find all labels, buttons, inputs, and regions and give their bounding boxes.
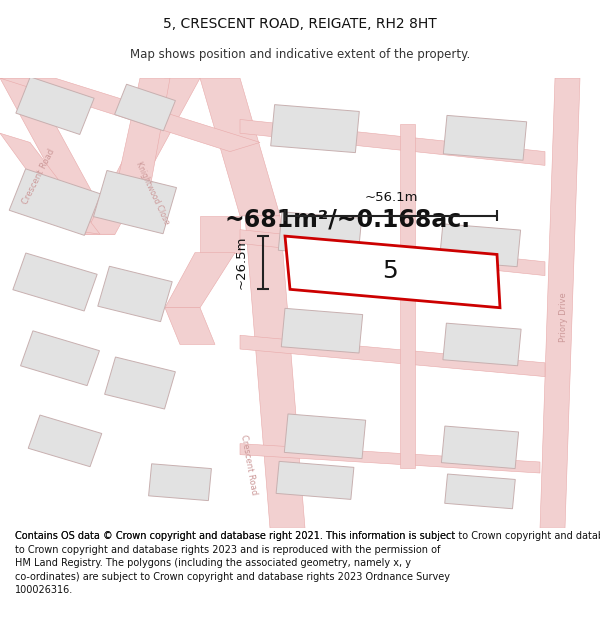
Polygon shape	[443, 116, 527, 160]
Polygon shape	[271, 104, 359, 152]
Polygon shape	[16, 77, 94, 134]
Polygon shape	[200, 78, 280, 216]
Text: ~681m²/~0.168ac.: ~681m²/~0.168ac.	[225, 208, 471, 232]
Polygon shape	[240, 229, 545, 276]
Polygon shape	[240, 444, 540, 473]
Text: Contains OS data © Crown copyright and database right 2021. This information is : Contains OS data © Crown copyright and d…	[15, 531, 600, 541]
Polygon shape	[165, 253, 235, 308]
Polygon shape	[0, 78, 260, 152]
Polygon shape	[0, 133, 100, 234]
Text: Knightwood Close: Knightwood Close	[134, 160, 172, 226]
Polygon shape	[0, 78, 115, 234]
Polygon shape	[200, 216, 240, 252]
Polygon shape	[276, 461, 354, 499]
Polygon shape	[165, 308, 215, 344]
Polygon shape	[94, 171, 176, 234]
Polygon shape	[149, 464, 211, 501]
Polygon shape	[115, 84, 175, 131]
Polygon shape	[281, 308, 362, 353]
Polygon shape	[278, 212, 362, 257]
Polygon shape	[85, 78, 200, 234]
Polygon shape	[285, 236, 500, 308]
Text: Map shows position and indicative extent of the property.: Map shows position and indicative extent…	[130, 48, 470, 61]
Polygon shape	[240, 119, 545, 166]
Polygon shape	[104, 357, 175, 409]
Polygon shape	[439, 224, 521, 267]
Text: 5, CRESCENT ROAD, REIGATE, RH2 8HT: 5, CRESCENT ROAD, REIGATE, RH2 8HT	[163, 17, 437, 31]
Polygon shape	[20, 331, 100, 386]
Polygon shape	[240, 335, 545, 377]
Text: 5: 5	[382, 259, 398, 283]
Polygon shape	[9, 169, 101, 236]
Polygon shape	[284, 414, 365, 459]
Text: ~56.1m: ~56.1m	[364, 191, 418, 204]
Polygon shape	[13, 253, 97, 311]
Polygon shape	[400, 124, 415, 468]
Text: ~26.5m: ~26.5m	[235, 236, 248, 289]
Text: Priory Drive: Priory Drive	[560, 292, 569, 341]
Text: Contains OS data © Crown copyright and database right 2021. This information is : Contains OS data © Crown copyright and d…	[15, 531, 455, 596]
Text: Crescent Road: Crescent Road	[239, 434, 259, 496]
Polygon shape	[245, 216, 305, 528]
Polygon shape	[443, 323, 521, 366]
Polygon shape	[442, 426, 518, 469]
Polygon shape	[445, 474, 515, 509]
Polygon shape	[28, 415, 102, 467]
Polygon shape	[110, 78, 170, 216]
Polygon shape	[540, 78, 580, 528]
Polygon shape	[98, 266, 172, 322]
Text: Crescent Road: Crescent Road	[21, 148, 57, 206]
